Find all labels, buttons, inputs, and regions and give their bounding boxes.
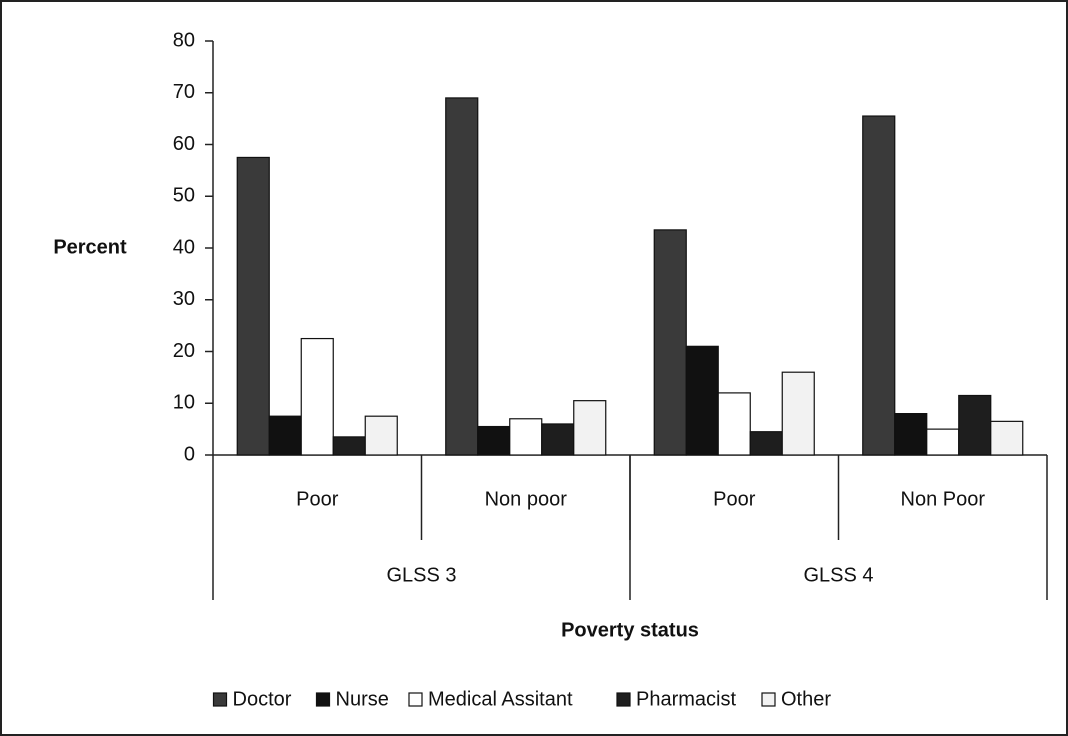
bar [445, 97, 479, 456]
x-tick-label: Non poor [485, 488, 568, 510]
group-label: GLSS 3 [386, 564, 456, 586]
x-tick-label: Non Poor [901, 488, 986, 510]
y-tick-label: 50 [173, 185, 195, 207]
bar [894, 413, 928, 456]
bar [364, 415, 398, 456]
y-tick-label: 10 [173, 392, 195, 414]
bar [653, 229, 687, 456]
x-tick-label: Poor [713, 488, 756, 510]
bar [573, 400, 607, 456]
bar [332, 436, 366, 456]
y-tick-label: 30 [173, 288, 195, 310]
legend-label: Other [781, 688, 831, 710]
legend-swatch [761, 692, 776, 707]
bar [509, 418, 543, 456]
bar [685, 345, 719, 456]
legend-swatch [408, 692, 423, 707]
y-tick-label: 80 [173, 29, 195, 51]
bar [300, 337, 334, 456]
legend-label: Doctor [233, 688, 292, 710]
bar [781, 371, 815, 456]
bar [236, 156, 270, 456]
y-tick-label: 70 [173, 81, 195, 103]
legend-swatch [212, 692, 228, 707]
y-tick-label: 0 [184, 443, 195, 465]
y-axis-title: Percent [53, 236, 127, 258]
bar [862, 115, 896, 456]
legend-label: Pharmacist [636, 688, 736, 710]
bar [717, 392, 751, 456]
bar [958, 394, 992, 456]
y-tick-label: 20 [173, 340, 195, 362]
bar [990, 420, 1024, 456]
legend-label: Medical Assitant [428, 688, 573, 710]
bar [541, 423, 575, 456]
y-tick-label: 60 [173, 133, 195, 155]
bar [749, 431, 783, 456]
y-tick-label: 40 [173, 236, 195, 258]
legend-swatch [315, 692, 331, 707]
x-axis-title: Poverty status [561, 619, 699, 641]
group-label: GLSS 4 [803, 564, 873, 586]
x-tick-label: Poor [296, 488, 339, 510]
bar [926, 428, 960, 456]
legend-label: Nurse [336, 688, 389, 710]
bar [268, 415, 302, 456]
legend-swatch [616, 692, 631, 707]
bar [477, 425, 511, 456]
